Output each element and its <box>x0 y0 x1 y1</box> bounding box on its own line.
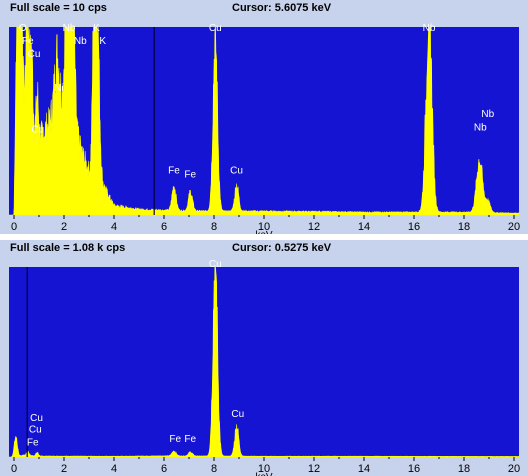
x-tick-label: 16 <box>408 463 420 475</box>
x-tick-label: 10 <box>258 463 270 475</box>
peak-label: Fe <box>168 166 180 177</box>
peak-label: Cu <box>30 413 43 424</box>
panel-header: Full scale = 1.08 k cps Cursor: 0.5275 k… <box>0 240 528 258</box>
x-tick-label: 4 <box>111 463 117 475</box>
x-tick-label: 2 <box>61 221 67 233</box>
peak-label: Cu <box>209 259 222 270</box>
spectrum-trace <box>9 266 520 458</box>
cursor-readout: Cursor: 0.5275 keV <box>232 242 332 254</box>
peak-label: Fe <box>169 434 181 445</box>
peak-label: Nb <box>74 36 87 47</box>
x-tick-label: 20 <box>508 221 520 233</box>
x-tick-label: 20 <box>508 463 520 475</box>
full-scale-readout: Full scale = 1.08 k cps <box>10 242 126 254</box>
peak-label: Fe <box>22 36 34 47</box>
peak-label: Cu <box>230 166 243 177</box>
plot-area <box>9 267 519 457</box>
x-tick-label: 6 <box>161 221 167 233</box>
peak-label: Nb <box>474 122 487 133</box>
peak-label: Nb <box>423 23 436 34</box>
x-tick-label: 12 <box>308 463 320 475</box>
peak-label: K <box>93 23 100 34</box>
spectrum-chart-top[interactable]: O Fe Cu Nb Nb KK Ni Cu Fe Fe Cu Cu Nb Nb Nb 0 2 4 6 8 10 12 14… <box>0 18 528 234</box>
peak-label: Nb <box>63 23 76 34</box>
x-tick-label: 14 <box>358 221 370 233</box>
peak-label: Nb <box>481 109 494 120</box>
x-tick-label: 8 <box>211 463 217 475</box>
x-tick-label: 6 <box>161 463 167 475</box>
x-tick-label: 2 <box>61 463 67 475</box>
x-axis-label: keV <box>255 230 273 234</box>
panel-header: Full scale = 10 cps Cursor: 5.6075 keV <box>0 0 528 18</box>
peak-label: O <box>19 23 27 34</box>
x-tick-label: 10 <box>258 221 270 233</box>
x-tick-label: 18 <box>458 463 470 475</box>
spectrum-chart-bottom[interactable]: CuCuFeFeFeCuCu02468101214161820keV <box>0 258 528 476</box>
x-tick-label: 18 <box>458 221 470 233</box>
peak-label: K <box>99 36 106 47</box>
spectrum-trace <box>9 26 520 216</box>
x-tick-label: 16 <box>408 221 420 233</box>
x-tick-label: 8 <box>211 221 217 233</box>
peak-label: Cu <box>29 424 42 435</box>
cursor-readout: Cursor: 5.6075 keV <box>232 2 332 14</box>
peak-label: Cu <box>209 23 222 34</box>
peak-label: Cu <box>31 124 44 135</box>
x-tick-label: 0 <box>11 221 17 233</box>
spectrum-panel-top: Full scale = 10 cps Cursor: 5.6075 keV O… <box>0 0 528 234</box>
peak-label: Fe <box>184 169 196 180</box>
peak-label: Ni <box>54 83 63 94</box>
peak-label: Fe <box>27 438 39 449</box>
peak-label: Cu <box>231 409 244 420</box>
x-tick-label: 14 <box>358 463 370 475</box>
full-scale-readout: Full scale = 10 cps <box>10 2 107 14</box>
spectrum-panel-bottom: Full scale = 1.08 k cps Cursor: 0.5275 k… <box>0 240 528 476</box>
x-tick-label: 0 <box>11 463 17 475</box>
peak-label: Fe <box>184 434 196 445</box>
x-tick-label: 12 <box>308 221 320 233</box>
x-axis-label: keV <box>255 472 273 476</box>
peak-label: Cu <box>28 49 41 60</box>
x-tick-label: 4 <box>111 221 117 233</box>
